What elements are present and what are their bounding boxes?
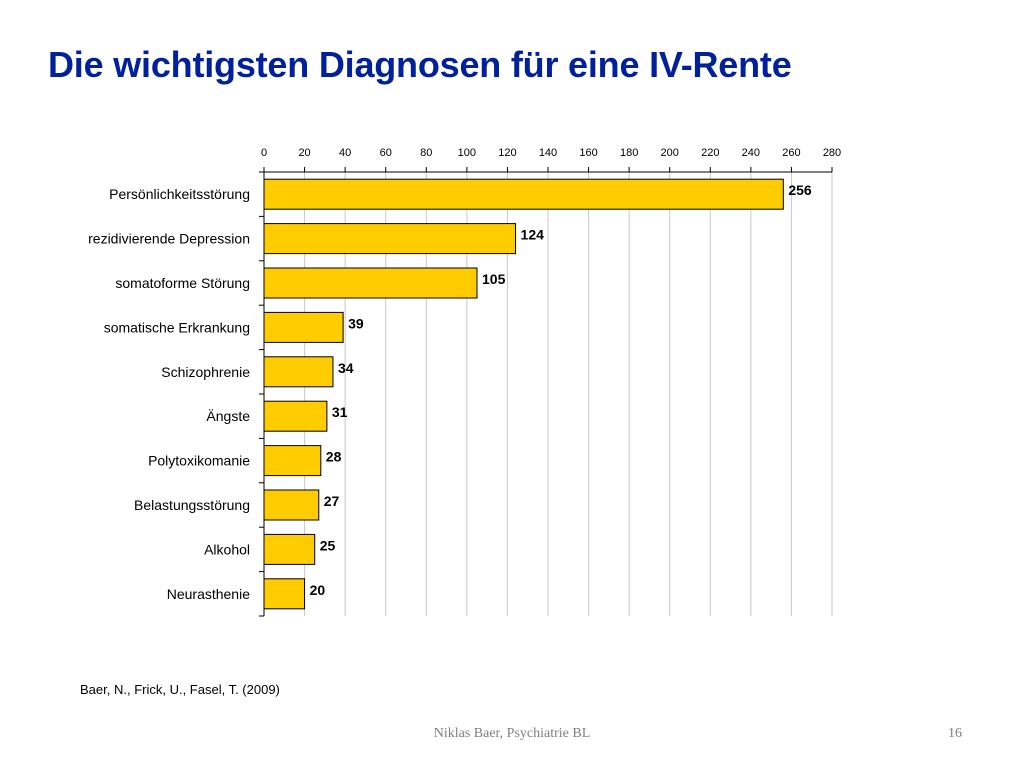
category-label: Ängste: [206, 408, 250, 424]
bar: [263, 356, 334, 388]
x-tick-label: 80: [420, 147, 432, 159]
bar: [263, 489, 320, 521]
x-tick-label: 220: [701, 147, 719, 159]
category-label: somatische Erkrankung: [104, 319, 250, 335]
x-tick-label: 100: [458, 147, 476, 159]
category-label: rezidivierende Depression: [88, 231, 250, 247]
x-tick-label: 260: [782, 147, 800, 159]
bar: [263, 311, 344, 343]
category-label: Alkohol: [204, 541, 250, 557]
x-tick-label: 240: [742, 147, 760, 159]
x-tick-label: 0: [261, 147, 267, 159]
category-label: Belastungsstörung: [134, 497, 250, 513]
category-label: Neurasthenie: [167, 586, 250, 602]
x-tick-label: 180: [620, 147, 638, 159]
data-label: 27: [324, 493, 340, 509]
x-tick-label: 20: [298, 147, 310, 159]
x-tick-label: 60: [380, 147, 392, 159]
category-label: somatoforme Störung: [115, 275, 250, 291]
data-label: 31: [332, 404, 348, 420]
x-tick-label: 140: [539, 147, 557, 159]
data-label: 39: [348, 315, 364, 331]
data-label: 124: [521, 227, 545, 243]
x-tick-label: 160: [579, 147, 597, 159]
bar: [263, 400, 328, 432]
data-label: 20: [310, 582, 326, 598]
data-label: 25: [320, 537, 336, 553]
category-label: Schizophrenie: [161, 364, 250, 380]
bar: [263, 533, 316, 565]
data-label: 256: [788, 182, 812, 198]
x-tick-label: 40: [339, 147, 351, 159]
bar: [263, 578, 306, 610]
bar: [263, 445, 322, 477]
data-label: 105: [482, 271, 506, 287]
x-tick-label: 120: [498, 147, 516, 159]
x-tick-label: 280: [823, 147, 841, 159]
bar: [263, 267, 478, 299]
footer-author: Niklas Baer, Psychiatrie BL: [433, 726, 591, 741]
category-label: Persönlichkeitsstörung: [109, 186, 250, 202]
data-label: 34: [338, 360, 354, 376]
page-number: 16: [948, 726, 962, 741]
bar: [263, 223, 517, 255]
citation: Baer, N., Frick, U., Fasel, T. (2009): [80, 682, 280, 697]
slide-title: Die wichtigsten Diagnosen für eine IV-Re…: [48, 44, 792, 85]
data-label: 28: [326, 449, 342, 465]
category-label: Polytoxikomanie: [148, 453, 250, 469]
bar: [263, 178, 784, 210]
x-tick-label: 200: [661, 147, 679, 159]
